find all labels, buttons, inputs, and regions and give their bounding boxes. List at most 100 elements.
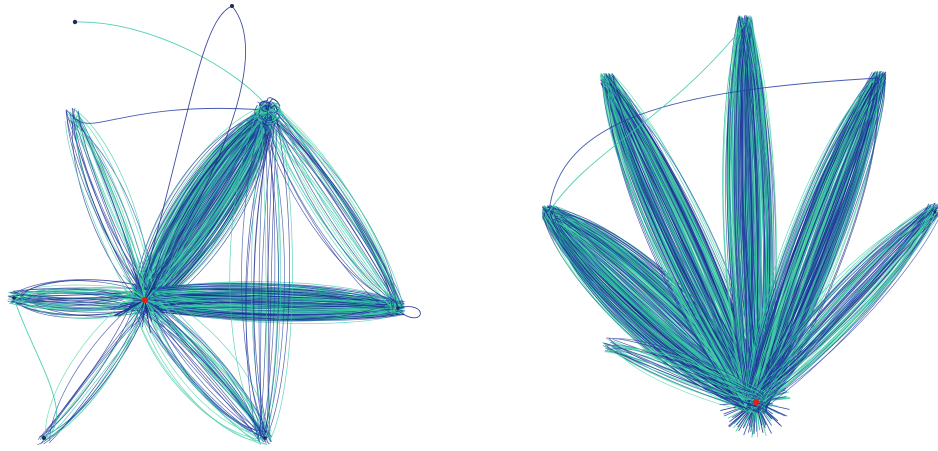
edge-bundle-bottom-left — [43, 300, 150, 445]
edge-bundle-cross-2 — [258, 100, 270, 433]
node — [230, 4, 234, 8]
edge-bundle-cross — [274, 104, 396, 316]
edge-bundle-cross — [273, 112, 399, 303]
petal-top — [731, 16, 746, 397]
edge-bundle-upper-left — [73, 108, 150, 293]
edge-bundle-upper-left — [77, 111, 156, 303]
petal-lower-left — [610, 341, 766, 409]
petal-upper-left — [603, 80, 757, 394]
right-graph-panel — [469, 0, 938, 451]
edge-bundle-cross-2 — [260, 101, 276, 438]
edge-bundle-bottom-left — [37, 291, 137, 440]
petal-top — [740, 17, 765, 392]
edge-bundle-upper-right — [137, 114, 274, 300]
edge-bundle-cross — [257, 101, 403, 308]
petal-top — [737, 26, 750, 402]
edge-bundle-upper-left — [65, 109, 138, 295]
petal-upper-left — [603, 83, 747, 396]
edge-tangle-top — [264, 111, 272, 122]
petal-right — [751, 204, 932, 399]
edge-bundle-upper-right — [153, 115, 268, 298]
edge-bundle-cross-2 — [261, 114, 279, 438]
edge-bundle-cross — [262, 112, 393, 310]
petal-top — [732, 19, 747, 405]
petal-lower-left — [615, 348, 754, 413]
edge-long-top-3 — [139, 5, 233, 296]
edge-bundle-bottom-left — [50, 310, 154, 435]
petal-top — [734, 15, 749, 411]
edge-bundle-bottom-right — [143, 296, 263, 440]
edge-tangle-top — [266, 111, 276, 125]
petal-top — [745, 27, 760, 406]
edge-long-arc-2 — [548, 23, 746, 213]
petal-right — [752, 205, 930, 402]
petal-top — [738, 15, 753, 396]
petal-right — [763, 214, 935, 402]
edge-bundle-left — [10, 297, 146, 306]
edge-hub-fan — [144, 297, 177, 301]
edge-bundle-cross-2 — [270, 115, 293, 439]
edge-bundle-bottom-right — [146, 289, 259, 438]
petal-lower-left — [606, 344, 762, 402]
hub-node — [752, 398, 760, 406]
edge-hub-fan — [136, 268, 146, 301]
petal-upper-left — [602, 85, 753, 401]
right-network-graph — [541, 15, 938, 438]
edge-hub-fan — [130, 269, 146, 301]
edge-bundle-bottom-right — [149, 305, 265, 443]
petal-upper-right — [745, 71, 879, 402]
edge-bundle-bottom-right — [133, 307, 267, 440]
edge-bundle-bottom-left — [43, 307, 143, 438]
petal-right — [747, 212, 932, 395]
node — [72, 19, 78, 25]
petal-upper-right — [763, 77, 886, 411]
petal-lower-left — [602, 345, 765, 411]
petal-right — [751, 206, 932, 412]
edge-bundle-cross-2 — [265, 117, 278, 432]
petal-right — [762, 209, 932, 403]
edge-hub-fan — [144, 299, 159, 331]
edge-bundle-upper-left — [65, 111, 147, 291]
petal-lower-left — [615, 338, 764, 396]
edge-bundle-bottom-right — [139, 300, 263, 439]
petal-top — [742, 28, 753, 404]
node — [12, 296, 16, 300]
edge-bundle-cross-2 — [265, 107, 282, 438]
left-edge-bundles — [7, 5, 421, 446]
edge-bundle-bottom-right — [151, 294, 267, 437]
edge-bundle-cross — [261, 118, 400, 303]
edge-bundle-cross-2 — [259, 102, 271, 440]
edge-bundle-bottom-left — [37, 301, 150, 446]
hub-node — [141, 296, 149, 304]
edge-bundle-upper-right — [151, 116, 264, 291]
edge-hub-fan — [144, 299, 170, 305]
edge-bundle-cross-2 — [245, 121, 277, 442]
petal-right — [752, 207, 936, 406]
edge-hub-fan — [122, 274, 146, 301]
edge-bundle-upper-left — [66, 110, 144, 290]
edge-bundle-bottom-right — [151, 310, 268, 445]
edge-bundle-right — [137, 295, 393, 308]
edge-bundle-bottom-right — [137, 310, 265, 440]
edge-tangle-top — [256, 107, 269, 117]
petal-right — [752, 202, 936, 394]
edge-bundle-cross — [273, 113, 398, 305]
petal-far-left — [544, 213, 746, 400]
edge-bundle-right — [155, 302, 405, 321]
edge-bundle-right — [134, 301, 396, 318]
edge-bundle-right — [136, 299, 404, 315]
edge-hub-fan — [141, 267, 146, 301]
edge-hub-fan — [117, 299, 146, 317]
edge-hub-fan — [144, 299, 174, 310]
left-graph-panel — [7, 4, 421, 446]
petal-right — [762, 213, 934, 399]
petal-upper-right — [749, 80, 876, 395]
edge-bundle-cross — [263, 117, 397, 310]
petal-far-left — [541, 212, 765, 412]
edge-bundle-bottom-right — [135, 307, 268, 439]
edge-bundle-right — [148, 301, 402, 310]
left-nodes — [12, 4, 400, 440]
edge-bundle-right — [143, 293, 403, 310]
edge-bundle-right — [139, 301, 402, 309]
edge-bundle-cross-2 — [241, 109, 272, 442]
